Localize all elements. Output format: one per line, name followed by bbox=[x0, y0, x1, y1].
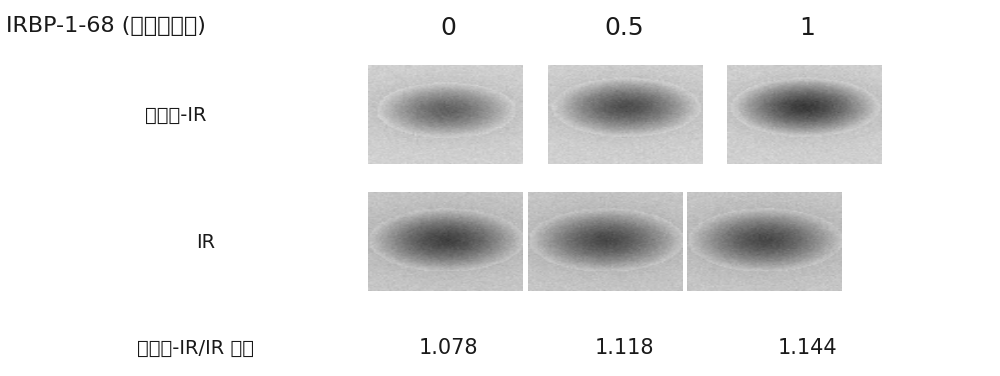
Text: 0: 0 bbox=[440, 16, 456, 40]
Text: 0.5: 0.5 bbox=[605, 16, 644, 40]
Text: 1.078: 1.078 bbox=[418, 338, 478, 358]
Text: IRBP-1-68 (奈莫耳濃度): IRBP-1-68 (奈莫耳濃度) bbox=[6, 16, 206, 36]
Text: IR: IR bbox=[196, 233, 215, 252]
Text: 磷酸化-IR: 磷酸化-IR bbox=[145, 106, 207, 125]
Text: 1.118: 1.118 bbox=[595, 338, 654, 358]
Text: 1: 1 bbox=[799, 16, 815, 40]
Text: 1.144: 1.144 bbox=[777, 338, 837, 358]
Text: 磷酸化-IR/IR 比率: 磷酸化-IR/IR 比率 bbox=[137, 339, 254, 358]
